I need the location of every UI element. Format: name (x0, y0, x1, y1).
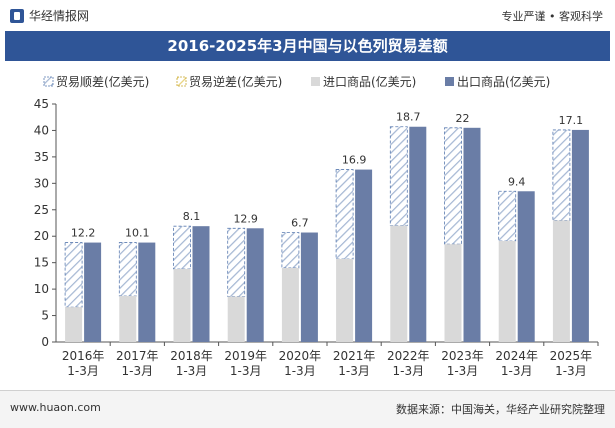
legend-item: 出口商品(亿美元) (445, 74, 550, 89)
y-tick-label: 0 (41, 335, 49, 349)
legend-swatch (311, 77, 320, 86)
data-label: 12.9 (233, 212, 258, 225)
surplus-bar (552, 129, 571, 221)
import-bar (119, 295, 137, 342)
x-tick-label: 2018年 (170, 349, 213, 363)
footer-source: 数据来源：中国海关，华经产业研究院整理 (396, 403, 605, 416)
x-tick-label: 2016年 (62, 349, 105, 363)
legend-label: 进口商品(亿美元) (323, 74, 416, 89)
import-bar (65, 307, 83, 342)
x-tick-label: 1-3月 (67, 364, 99, 378)
brand-name: 华经情报网 (29, 9, 90, 23)
x-tick-label: 2023年 (441, 349, 484, 363)
y-tick-label: 25 (34, 203, 49, 217)
import-bar (173, 269, 191, 342)
surplus-bar (64, 242, 83, 308)
surplus-bar (281, 232, 300, 269)
legend-swatch (43, 76, 54, 87)
data-label: 17.1 (559, 114, 584, 127)
x-tick-label: 2024年 (495, 349, 538, 363)
y-tick-label: 5 (41, 309, 49, 323)
import-bar (336, 258, 354, 342)
export-bar (355, 169, 373, 342)
export-bar (517, 191, 535, 342)
y-tick-label: 10 (34, 282, 49, 296)
legend-item: 贸易顺差(亿美元) (43, 74, 149, 89)
chart: 贸易顺差(亿美元) 贸易逆差(亿美元) 进口商品(亿美元) 出口商品(亿美元) 0 5 1… (34, 74, 599, 378)
import-bar (498, 240, 516, 342)
surplus-bar (498, 190, 517, 242)
data-label: 22 (456, 112, 470, 125)
surplus-bar (173, 225, 191, 270)
legend-item: 进口商品(亿美元) (311, 74, 416, 89)
logo-icon (10, 8, 24, 23)
brand[interactable]: 华经情报网 (10, 7, 89, 24)
export-bar (192, 226, 210, 342)
axes: 0510152025303540452016年1-3月2017年1-3月2018… (34, 97, 599, 378)
y-tick-label: 40 (34, 123, 49, 137)
export-bar (463, 127, 481, 342)
surplus-bar (444, 127, 462, 245)
x-tick-label: 2021年 (333, 349, 376, 363)
export-bar (138, 242, 156, 342)
chart-title: 2016-2025年3月中国与以色列贸易差额 (167, 37, 448, 55)
data-label: 8.1 (183, 210, 201, 223)
data-label: 10.1 (125, 227, 150, 240)
import-bar (390, 225, 408, 342)
y-tick-label: 30 (34, 176, 49, 190)
export-bar (300, 232, 318, 342)
export-bar (409, 126, 427, 343)
x-tick-label: 1-3月 (176, 364, 208, 378)
legend-item: 贸易逆差(亿美元) (176, 74, 282, 89)
data-label: 16.9 (342, 154, 367, 167)
y-tick-label: 45 (34, 97, 49, 111)
surplus-bar (118, 242, 137, 297)
surplus-bar (335, 169, 354, 260)
x-tick-label: 1-3月 (284, 364, 316, 378)
tagline: 专业严谨 • 客观科学 (501, 10, 603, 23)
legend-swatch (445, 77, 454, 86)
x-tick-label: 2017年 (116, 349, 159, 363)
data-label: 12.2 (71, 227, 96, 240)
x-tick-label: 2025年 (550, 349, 593, 363)
y-tick-label: 35 (34, 150, 49, 164)
export-bar (571, 129, 589, 342)
import-bar (552, 220, 570, 342)
y-tick-label: 20 (34, 229, 49, 243)
data-label: 6.7 (291, 217, 309, 230)
x-tick-label: 1-3月 (447, 364, 479, 378)
x-tick-label: 1-3月 (121, 364, 153, 378)
y-tick-label: 15 (34, 256, 49, 270)
legend-label: 出口商品(亿美元) (457, 74, 550, 89)
x-tick-label: 2019年 (224, 349, 267, 363)
bars (64, 126, 589, 343)
x-tick-label: 2020年 (279, 349, 322, 363)
x-tick-label: 1-3月 (555, 364, 587, 378)
x-tick-label: 1-3月 (501, 364, 533, 378)
footer: www.huaon.com 数据来源：中国海关，华经产业研究院整理 (0, 390, 615, 428)
export-bar (84, 242, 102, 342)
labels: 12.2 10.1 8.1 12.9 6.7 16.9 18.7 22 9.4 17.1 (71, 111, 583, 240)
footer-website[interactable]: www.huaon.com (10, 401, 101, 414)
legend-swatch (176, 76, 187, 87)
surplus-bar (227, 227, 246, 297)
x-tick-label: 2022年 (387, 349, 430, 363)
import-bar (227, 296, 245, 342)
x-tick-label: 1-3月 (392, 364, 424, 378)
data-label: 9.4 (508, 175, 526, 188)
title-bar: 2016-2025年3月中国与以色列贸易差额 (5, 31, 610, 61)
legend-label: 贸易逆差(亿美元) (189, 74, 282, 89)
data-label: 18.7 (396, 111, 421, 124)
legend: 贸易顺差(亿美元) 贸易逆差(亿美元) 进口商品(亿美元) 出口商品(亿美元) (43, 74, 550, 89)
header: 华经情报网 专业严谨 • 客观科学 (0, 0, 615, 30)
surplus-bar (389, 126, 408, 227)
export-bar (246, 228, 264, 342)
import-bar (444, 244, 462, 342)
legend-label: 贸易顺差(亿美元) (56, 74, 149, 89)
x-tick-label: 1-3月 (338, 364, 370, 378)
import-bar (281, 267, 299, 342)
x-tick-label: 1-3月 (230, 364, 262, 378)
